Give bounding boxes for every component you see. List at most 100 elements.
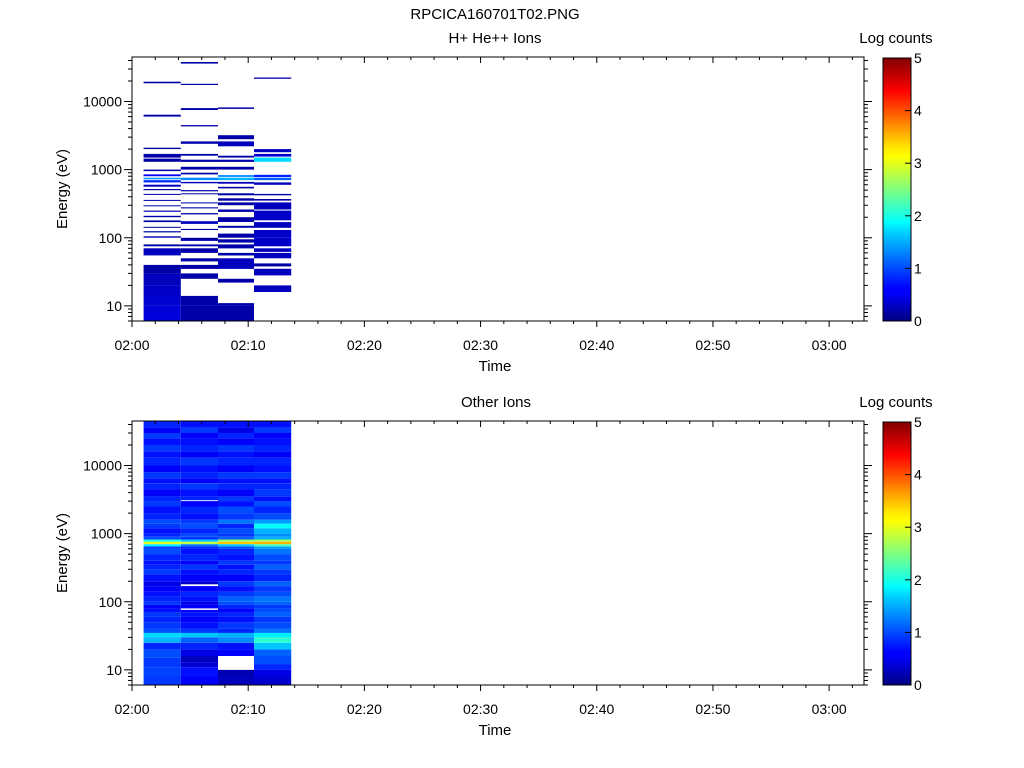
heatmap-cell (254, 285, 292, 292)
heatmap-cell (143, 465, 181, 473)
heatmap-cell (254, 604, 292, 609)
heatmap-cell (254, 222, 292, 228)
panel-other-ions: Other Ions 02:00 02:10 02:20 02:30 02:40 02:5… (54, 394, 933, 739)
heatmap-cell (180, 612, 218, 617)
heatmap-cell (180, 649, 218, 656)
heatmap-cell (180, 258, 218, 262)
heatmap-cell (254, 427, 292, 433)
heatmap-cell (218, 175, 254, 177)
heatmap-cell (254, 519, 292, 524)
heatmap-cell (254, 642, 292, 650)
heatmap-cell (180, 586, 218, 592)
heatmap-cell (180, 569, 218, 575)
heatmap-cell (254, 465, 292, 473)
heatmap-cell (254, 523, 292, 529)
colorbar-tick-label: 5 (914, 414, 922, 430)
heatmap-cell (254, 263, 292, 267)
heatmap-cell (218, 591, 254, 597)
heatmap-cell (143, 554, 181, 561)
heatmap-cell (254, 252, 292, 259)
heatmap-cell (143, 451, 181, 458)
heatmap-cell (143, 285, 181, 296)
heatmap-cell (218, 217, 254, 222)
x-tick-label: 02:20 (347, 337, 382, 353)
heatmap-cell (143, 220, 181, 223)
heatmap-cell (254, 554, 292, 561)
heatmap-cell (218, 451, 254, 458)
heatmap-cell (218, 628, 254, 633)
x-tick-label: 03:00 (812, 337, 847, 353)
heatmap-cell (180, 642, 218, 650)
heatmap-cell (218, 278, 254, 283)
heatmap-cell (180, 264, 218, 269)
heatmap-cell (218, 421, 254, 428)
colorbar-ticks: 0 1 2 3 4 5 (905, 414, 922, 693)
heatmap-cell (254, 506, 292, 514)
heatmap-cell (143, 180, 181, 183)
heatmap-cell (180, 667, 218, 677)
heatmap-cell (218, 676, 254, 685)
colorbar-tick-label: 1 (914, 260, 922, 276)
heatmap-cell (180, 438, 218, 445)
heatmap-cell (143, 433, 181, 439)
heatmap-cell (180, 513, 218, 520)
heatmap-cell (143, 667, 181, 677)
colorbar-ticks: 0 1 2 3 4 5 (905, 50, 922, 329)
heatmap-cell (180, 228, 218, 230)
heatmap-cell (218, 457, 254, 466)
x-tick-label: 02:30 (463, 337, 498, 353)
heatmap-cell (254, 177, 292, 181)
heatmap-cell (143, 501, 181, 507)
x-tick-label: 02:10 (231, 337, 266, 353)
heatmap-cell (254, 445, 292, 452)
heatmap-cell (143, 158, 181, 162)
heatmap-cell (254, 77, 292, 79)
colorbar (882, 421, 912, 686)
heatmap-cell (254, 237, 292, 247)
heatmap-cell (218, 533, 254, 537)
heatmap-cell (180, 662, 218, 667)
heatmap-cell (218, 536, 254, 540)
heatmap-cell (180, 528, 218, 534)
heatmap-cell (254, 622, 292, 629)
heatmap-cell (143, 496, 181, 502)
heatmap-cell (143, 539, 181, 542)
heatmap-cell (254, 421, 292, 428)
heatmap-cell (218, 564, 254, 570)
heatmap-cell (180, 548, 218, 555)
heatmap-cell (254, 632, 292, 638)
heatmap-cell (180, 496, 218, 501)
x-axis-label: Time (479, 722, 512, 739)
colorbar-tick-label: 0 (914, 677, 922, 693)
heatmap-cell (180, 601, 218, 605)
heatmap-cell (254, 202, 292, 210)
heatmap-cell (143, 205, 181, 207)
heatmap-cell (218, 519, 254, 524)
heatmap-cell (254, 608, 292, 613)
heatmap-cell (143, 244, 181, 247)
heatmap-cell (218, 107, 254, 109)
heatmap-cell (180, 676, 218, 685)
heatmap-cell (180, 560, 218, 565)
heatmap-cell (218, 612, 254, 617)
heatmap-cell (180, 604, 218, 609)
heatmap-cell (218, 539, 254, 542)
heatmap-cell (180, 544, 218, 547)
heatmap-cell (143, 541, 181, 545)
heatmap-cell (254, 149, 292, 153)
colorbar-tick-label: 2 (914, 208, 922, 224)
heatmap-cell (180, 616, 218, 623)
heatmap-cell (254, 544, 292, 547)
heatmap-cell (218, 181, 254, 184)
heatmap-cell (218, 554, 254, 561)
heatmap-cells (143, 62, 292, 321)
y-tick-label: 10000 (83, 458, 122, 474)
heatmap-cell (254, 586, 292, 592)
heatmap-cell (180, 609, 218, 613)
panel-title: Other Ions (461, 394, 531, 411)
heatmap-cell (218, 193, 254, 196)
heatmap-cell (254, 182, 292, 185)
heatmap-cell (143, 483, 181, 490)
heatmap-cell (143, 295, 181, 306)
heatmap-cell (143, 236, 181, 238)
